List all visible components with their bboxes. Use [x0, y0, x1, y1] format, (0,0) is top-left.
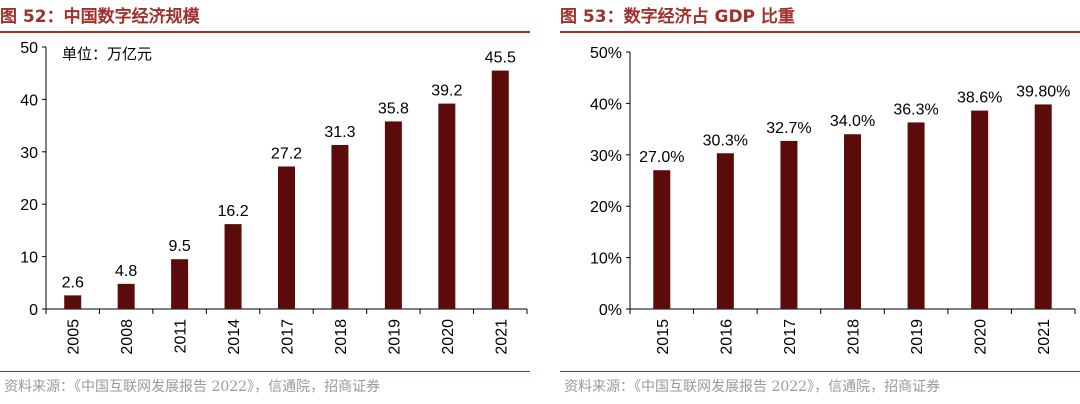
bar: [64, 295, 82, 309]
bar: [491, 70, 509, 309]
bar: [653, 170, 671, 309]
bar: [117, 283, 135, 309]
data-label: 27.2: [271, 145, 302, 162]
title-rule: [560, 31, 1080, 33]
x-tick-label: 2008: [119, 319, 136, 355]
y-tick-label: 30: [20, 145, 38, 162]
data-label: 4.8: [115, 263, 137, 280]
bar: [384, 121, 402, 310]
bar: [171, 259, 189, 309]
x-tick-label: 2005: [66, 319, 83, 355]
data-label: 2.6: [62, 274, 84, 291]
y-tick-label: 30%: [590, 148, 622, 165]
data-label: 38.6%: [957, 90, 1002, 107]
x-tick-label: 2020: [440, 319, 457, 355]
bar: [438, 103, 456, 309]
y-tick-label: 40: [20, 92, 38, 109]
bar: [1034, 104, 1052, 309]
source-rule: [560, 371, 1080, 372]
bar: [331, 144, 349, 309]
data-label: 27.0%: [639, 149, 684, 166]
x-tick-label: 2017: [782, 319, 799, 355]
figure-title: 图 53：数字经济占 GDP 比重: [560, 7, 795, 27]
y-tick-label: 40%: [590, 96, 622, 113]
data-label: 30.3%: [703, 132, 748, 149]
x-tick-label: 2020: [973, 319, 990, 355]
data-label: 32.7%: [766, 120, 811, 137]
figure-title: 图 52：中国数字经济规模: [0, 7, 200, 27]
y-tick-label: 0: [29, 302, 38, 319]
data-label: 35.8: [378, 100, 409, 117]
x-tick-label: 2014: [226, 319, 243, 355]
bar: [971, 110, 989, 309]
bar: [278, 166, 295, 309]
x-tick-label: 2021: [1036, 319, 1053, 355]
x-tick-label: 2011: [173, 319, 190, 354]
data-label: 39.80%: [1016, 83, 1070, 100]
bar: [844, 134, 861, 309]
x-tick-label: 2018: [333, 319, 350, 355]
bar: [716, 153, 734, 309]
x-tick-label: 2021: [493, 319, 510, 355]
source-note: 资料来源：《中国互联网发展报告 2022》，信通院，招商证券: [564, 379, 941, 395]
data-label: 16.2: [217, 203, 248, 220]
figure-right: 图 53：数字经济占 GDP 比重 0% 10% 20% 30% 40% 50% 27.0%…: [560, 0, 1080, 404]
data-label: 34.0%: [830, 113, 875, 130]
y-tick-label: 10%: [590, 251, 622, 268]
y-tick-label: 50%: [590, 45, 622, 62]
x-tick-label: 2019: [386, 319, 403, 355]
data-label: 36.3%: [893, 101, 938, 118]
unit-note: 单位：万亿元: [62, 46, 152, 63]
y-tick-label: 0%: [599, 302, 622, 319]
y-tick-label: 20: [20, 197, 38, 214]
y-tick-label: 50: [20, 40, 38, 57]
figure-left: 图 52：中国数字经济规模 0 10 20 30 40 50 2.6 2005 4.8 2008 9…: [0, 0, 530, 404]
bar-chart-digital-economy-scale: 0 10 20 30 40 50 2.6 2005 4.8 2008 9.5 2011 16.2 2014…: [20, 40, 528, 355]
bar-chart-digital-economy-gdp-share: 0% 10% 20% 30% 40% 50% 27.0% 2015 30.3% 2016 32.7%…: [590, 45, 1076, 355]
data-label: 45.5: [485, 50, 516, 67]
bar: [224, 224, 242, 309]
x-tick-label: 2015: [655, 319, 672, 355]
data-label: 31.3: [324, 124, 355, 141]
y-tick-label: 10: [20, 250, 38, 267]
x-tick-label: 2016: [718, 319, 735, 355]
x-tick-label: 2019: [909, 319, 926, 355]
y-tick-label: 20%: [590, 199, 622, 216]
data-label: 39.2: [431, 83, 462, 100]
source-note: 资料来源：《中国互联网发展报告 2022》，信通院，招商证券: [4, 379, 381, 395]
x-tick-label: 2018: [846, 319, 863, 355]
x-tick-label: 2017: [280, 319, 297, 355]
bar: [907, 122, 925, 309]
source-rule: [0, 371, 530, 372]
data-label: 9.5: [168, 238, 190, 255]
bar: [780, 140, 798, 309]
title-rule: [0, 31, 530, 33]
